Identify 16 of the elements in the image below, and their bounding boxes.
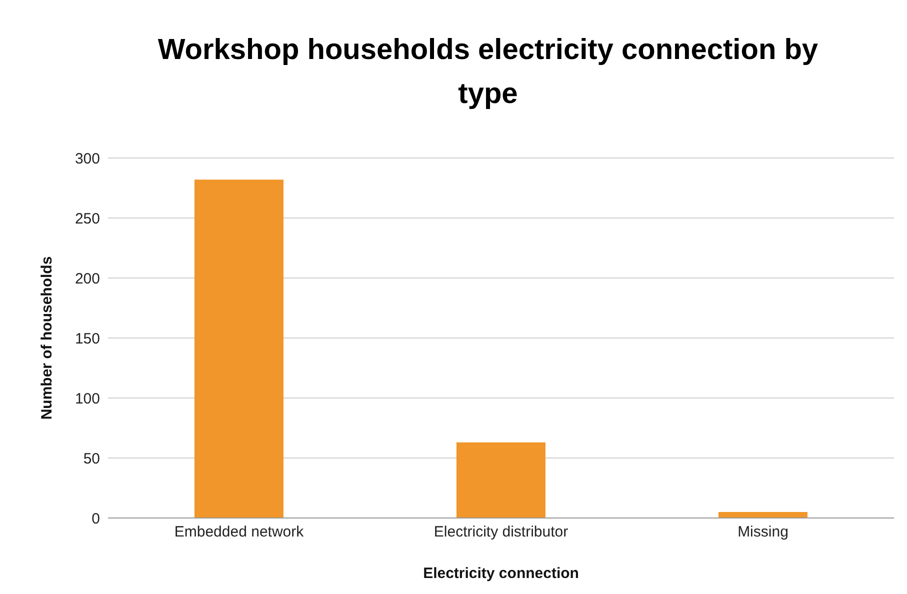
y-tick-label: 100	[74, 390, 100, 408]
bar	[718, 512, 808, 518]
x-tick-label: Embedded network	[174, 524, 304, 541]
x-tick-label: Electricity distributor	[434, 524, 568, 541]
chart-title: Workshop households electricity connection by type	[156, 33, 820, 112]
y-tick-label: 150	[74, 330, 100, 348]
x-axis-title: Electricity connection	[423, 565, 579, 582]
x-tick-label: Missing	[738, 524, 788, 541]
y-tick-label: 200	[74, 270, 100, 288]
y-tick-label: 300	[74, 150, 100, 168]
y-tick-label: 50	[83, 450, 100, 468]
y-tick-label: 250	[74, 210, 100, 228]
bar	[194, 180, 284, 518]
bar	[456, 442, 546, 518]
y-tick-label: 0	[92, 510, 100, 528]
y-axis-title: Number of households	[38, 256, 56, 420]
